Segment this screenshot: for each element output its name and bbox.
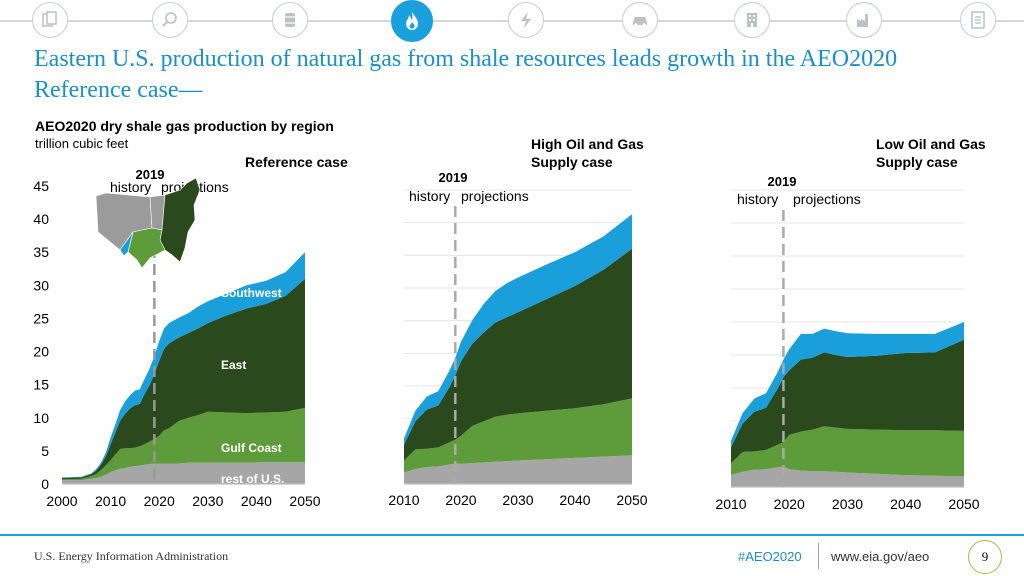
high-case-title-line2: Supply case: [531, 154, 613, 170]
y-tick-label: 20: [33, 344, 49, 360]
factory-icon[interactable]: [846, 2, 882, 38]
high-supply-area-gulf-coast: [404, 398, 632, 473]
slide-title: Eastern U.S. production of natural gas f…: [34, 46, 898, 103]
region-label-southwest: Southwest: [221, 286, 282, 300]
reference-case-title: Reference case: [245, 154, 348, 170]
natural-gas-flame-icon[interactable]: [391, 0, 433, 42]
magnifier-icon[interactable]: [152, 2, 188, 38]
y-tick-label: 30: [33, 277, 49, 293]
building-icon[interactable]: [734, 2, 770, 38]
footer-divider: [0, 534, 1024, 536]
high-supply-x-tick-label: 2050: [616, 492, 647, 508]
y-tick-label: 45: [33, 178, 49, 194]
reference-area-rest-of-us: [62, 462, 305, 484]
y-tick-label: 35: [33, 244, 49, 260]
reference-x-tick-label: 2000: [46, 493, 77, 509]
low-supply-area-east: [731, 339, 964, 464]
reference-x-tick-label: 2020: [144, 493, 175, 509]
reference-x-tick-label: 2040: [241, 493, 272, 509]
map-southwest-region: [119, 231, 134, 257]
footer-source: U.S. Energy Information Administration: [34, 549, 229, 563]
high-supply-x-tick-label: 2010: [388, 492, 419, 508]
low-supply-projections-label: projections: [793, 191, 861, 207]
map-gulf-coast-region: [127, 227, 166, 269]
high-supply-x-tick-label: 2040: [559, 492, 590, 508]
low-case-title-line1: Low Oil and Gas: [876, 136, 986, 152]
low-supply-x-tick-label: 2030: [832, 496, 863, 512]
chart-unit: trillion cubic feet: [35, 136, 129, 151]
report-icon[interactable]: [960, 2, 996, 38]
high-supply-divider-year: 2019: [439, 170, 468, 185]
y-tick-label: 40: [33, 211, 49, 227]
y-tick-label: 10: [33, 410, 49, 426]
reference-x-tick-label: 2050: [289, 493, 320, 509]
high-supply-projections-label: projections: [461, 188, 529, 204]
oil-barrel-icon[interactable]: [272, 2, 308, 38]
high-supply-area-rest-of-us: [404, 455, 632, 484]
low-case-title-line2: Supply case: [876, 154, 958, 170]
low-supply-area-gulf-coast: [731, 426, 964, 477]
footer-url[interactable]: www.eia.gov/aeo: [831, 549, 930, 564]
y-tick-label: 25: [33, 310, 49, 326]
low-supply-history-label: history: [737, 191, 778, 207]
reference-divider-year: 2019: [136, 167, 165, 182]
us-region-map: [95, 177, 201, 269]
high-supply-x-tick-label: 2030: [502, 492, 533, 508]
page-number: 9: [968, 540, 1002, 574]
chart-subtitle: AEO2020 dry shale gas production by regi…: [35, 118, 334, 134]
y-tick-label: 5: [41, 443, 49, 459]
topic-nav-bar: [0, 0, 1024, 44]
y-tick-label: 15: [33, 377, 49, 393]
low-supply-x-tick-label: 2040: [890, 496, 921, 512]
low-supply-divider-year: 2019: [768, 174, 797, 189]
reference-history-label: history: [110, 179, 151, 195]
reference-area-east: [62, 278, 305, 480]
high-supply-area-southwest: [404, 214, 632, 445]
low-supply-x-tick-label: 2020: [774, 496, 805, 512]
low-case-title: Low Oil and Gas Supply case: [876, 135, 986, 171]
low-supply-x-tick-label: 2050: [948, 496, 979, 512]
footer-separator: [818, 543, 819, 569]
y-tick-label: 0: [41, 476, 49, 492]
high-supply-area-east: [404, 248, 632, 461]
reference-x-tick-label: 2030: [192, 493, 223, 509]
reference-area-gulf-coast: [62, 407, 305, 480]
high-case-title: High Oil and Gas Supply case: [531, 135, 644, 171]
low-supply-area-rest-of-us: [731, 466, 964, 487]
reference-area-southwest: [62, 252, 305, 478]
high-supply-history-label: history: [409, 188, 450, 204]
reference-x-tick-label: 2010: [95, 493, 126, 509]
low-supply-x-tick-label: 2010: [715, 496, 746, 512]
footer-hashtag[interactable]: #AEO2020: [738, 549, 802, 564]
high-case-title-line1: High Oil and Gas: [531, 136, 644, 152]
car-icon[interactable]: [622, 2, 658, 38]
region-label-rest-of-us: rest of U.S.: [221, 472, 284, 486]
documents-icon[interactable]: [32, 2, 68, 38]
electricity-icon[interactable]: [508, 2, 544, 38]
low-supply-area-southwest: [731, 322, 964, 448]
region-label-east: East: [221, 358, 246, 372]
region-label-gulf-coast: Gulf Coast: [221, 441, 282, 455]
high-supply-x-tick-label: 2020: [445, 492, 476, 508]
